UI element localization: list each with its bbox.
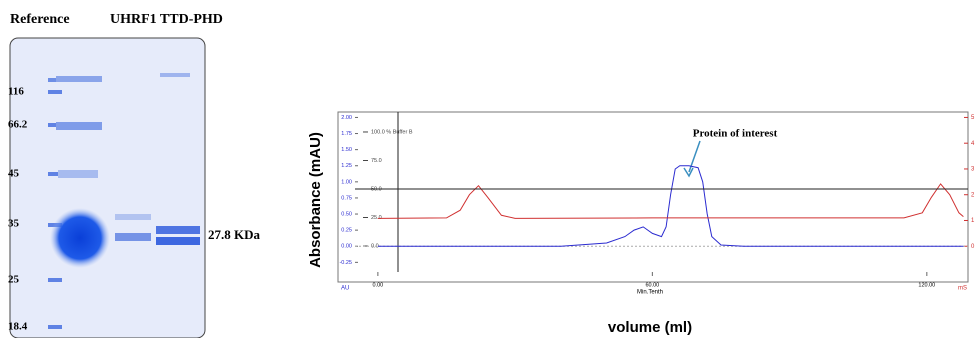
y3-tick-label: 75.0 <box>371 158 382 164</box>
gel <box>10 38 205 338</box>
band-label: 27.8 KDa <box>208 227 261 242</box>
annotation: Protein of interest <box>693 128 778 140</box>
y-tick-label: 1.50 <box>341 147 352 153</box>
y-unit-label: AU <box>341 286 349 292</box>
y2-unit-label: mS <box>958 286 967 292</box>
y2-tick-label: 4 <box>971 141 975 147</box>
x-unit-label: Min.Tenth <box>637 290 663 296</box>
y2-tick-label: 1 <box>971 218 975 224</box>
y-tick-label: 0.25 <box>341 228 352 234</box>
y2-tick-label: 0 <box>971 244 975 250</box>
marker-label: 25 <box>8 274 20 286</box>
y-tick-label: 0.00 <box>341 244 352 250</box>
y-tick-label: 2.00 <box>341 115 352 121</box>
x-tick-label: 60.00 <box>645 282 659 288</box>
plot-frame <box>338 112 968 282</box>
y3-tick-label: 100.0 % Buffer B <box>371 129 413 135</box>
marker-label: 66.2 <box>8 119 28 131</box>
figure: Reference UHRF1 TTD-PHD 27.8 KDa Absorba… <box>0 0 978 338</box>
gel-title: UHRF1 TTD-PHD <box>110 12 223 27</box>
marker-label: 35 <box>8 218 20 230</box>
y-tick-label: 1.75 <box>341 131 352 137</box>
y-tick-label: 1.25 <box>341 163 352 169</box>
x-tick-label: 120.00 <box>918 282 935 288</box>
y-tick-label: -0.25 <box>339 260 352 266</box>
x-axis-label: volume (ml) <box>608 319 692 336</box>
x-tick-label: 0.00 <box>373 282 384 288</box>
y2-tick-label: 3 <box>971 167 975 173</box>
marker-label: 45 <box>8 168 20 180</box>
y-tick-label: 0.50 <box>341 211 352 217</box>
y-axis-label: Absorbance (mAU) <box>307 132 324 268</box>
y2-tick-label: 2 <box>971 192 975 198</box>
y-tick-label: 0.75 <box>341 195 352 201</box>
gel-title: Reference <box>10 12 70 27</box>
y2-tick-label: 5 <box>971 115 975 121</box>
marker-label: 18.4 <box>8 321 28 333</box>
marker-label: 116 <box>8 86 24 98</box>
y-tick-label: 1.00 <box>341 179 352 185</box>
